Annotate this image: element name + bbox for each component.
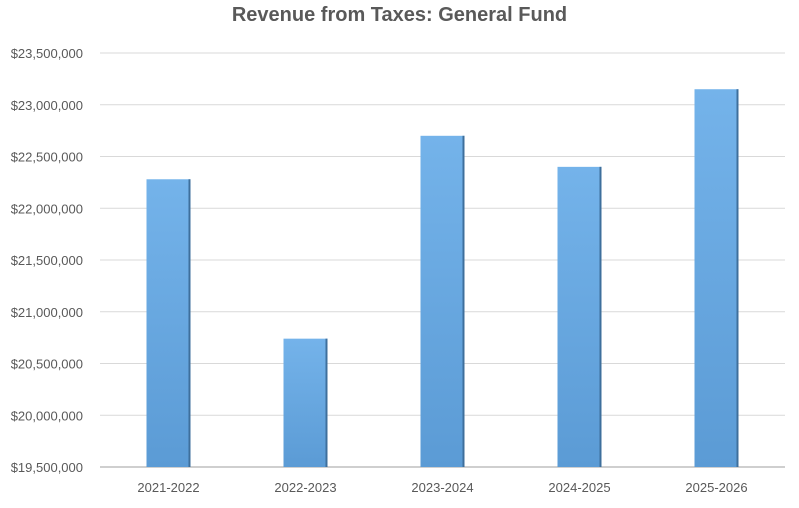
- bar-shadow-edge: [599, 166, 602, 467]
- x-axis-labels: 2021-2022 2022-2023 2023-2024 2024-2025 2025…: [137, 480, 747, 495]
- bars: [146, 89, 739, 468]
- y-axis-labels: $19,500,000 $20,000,000 $20,500,000 $21,000…: [11, 46, 83, 475]
- bar-shadow-edge: [325, 338, 328, 467]
- bar-2025-2026: [694, 89, 739, 467]
- x-tick-label: 2024-2025: [548, 480, 610, 495]
- y-tick-label: $23,500,000: [11, 46, 83, 61]
- y-tick-label: $22,500,000: [11, 150, 83, 165]
- bar-2023-2024: [420, 135, 465, 468]
- chart-title: Revenue from Taxes: General Fund: [231, 4, 568, 26]
- y-tick-label: $21,500,000: [11, 253, 83, 268]
- bar-2021-2022: [146, 179, 191, 467]
- bar-2024-2025: [557, 166, 602, 467]
- y-tick-label: $19,500,000: [11, 460, 83, 475]
- y-tick-label: $23,000,000: [11, 98, 83, 113]
- bar-shadow-edge: [736, 89, 739, 467]
- bar-2022-2023: [283, 338, 328, 467]
- y-tick-label: $20,000,000: [11, 408, 83, 423]
- bar-shadow-edge: [188, 179, 191, 467]
- bar-shadow-edge: [462, 135, 465, 468]
- x-tick-label: 2025-2026: [685, 480, 747, 495]
- x-tick-label: 2021-2022: [137, 480, 199, 495]
- x-tick-label: 2023-2024: [411, 480, 473, 495]
- y-tick-label: $22,000,000: [11, 201, 83, 216]
- x-tick-label: 2022-2023: [274, 480, 336, 495]
- y-tick-label: $21,000,000: [11, 305, 83, 320]
- y-tick-label: $20,500,000: [11, 357, 83, 372]
